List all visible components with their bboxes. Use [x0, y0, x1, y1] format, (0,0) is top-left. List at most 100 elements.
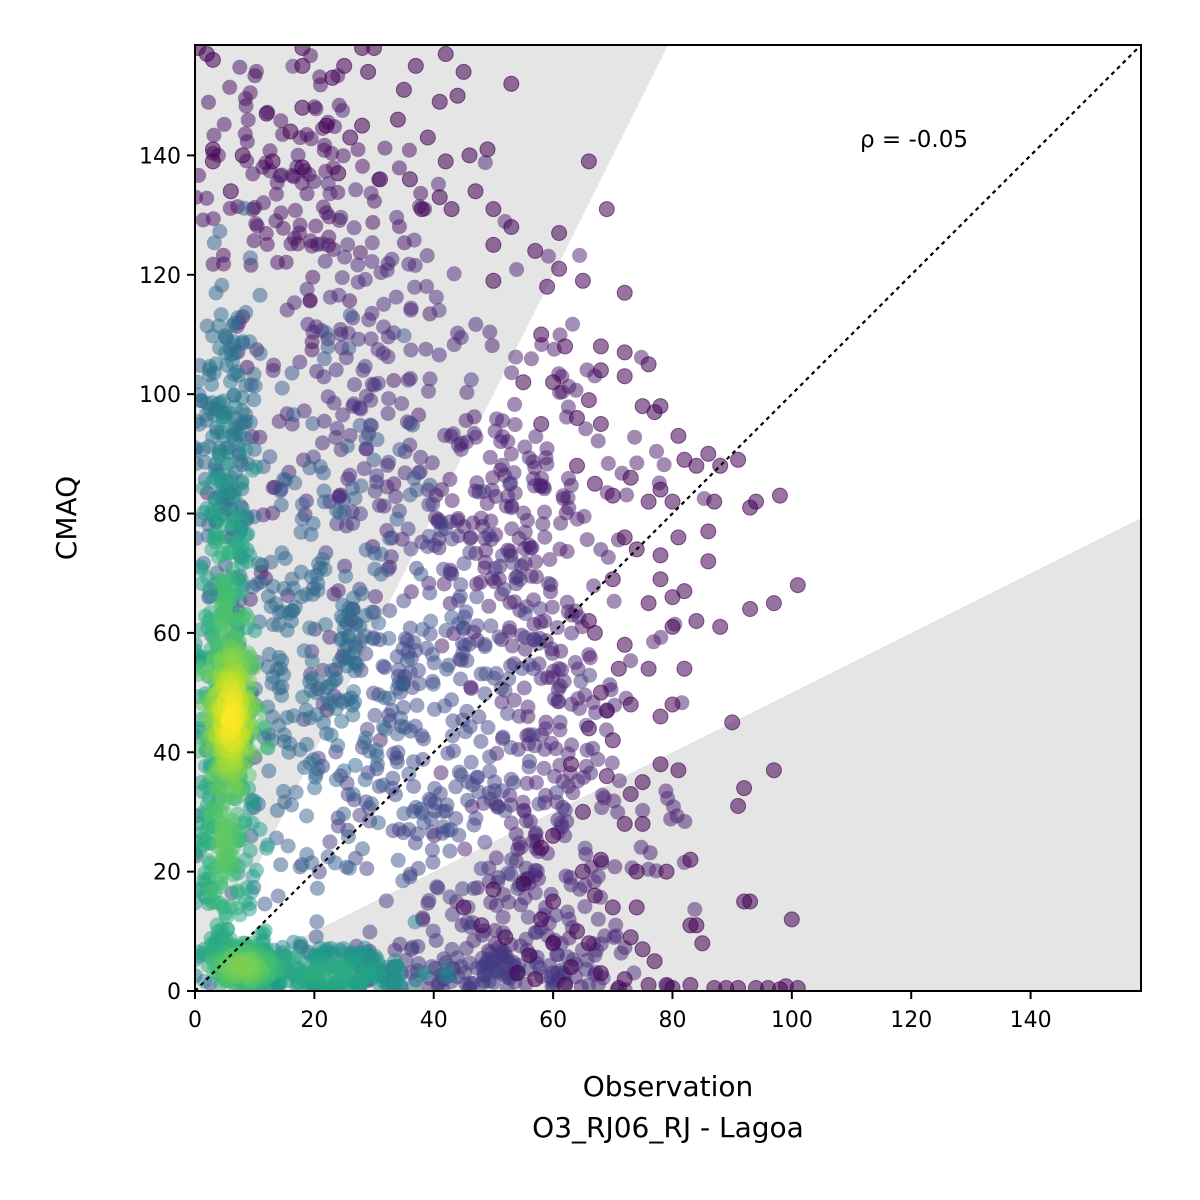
scatter-point	[533, 326, 550, 343]
scatter-point	[212, 224, 228, 239]
scatter-point	[259, 739, 275, 755]
scatter-point	[487, 560, 503, 576]
scatter-point	[320, 849, 336, 865]
scatter-point	[682, 851, 699, 868]
scatter-point	[222, 79, 238, 95]
scatter-point	[606, 593, 622, 609]
scatter-point	[354, 117, 371, 134]
scatter-point	[503, 815, 519, 831]
scatter-point	[407, 57, 424, 74]
scatter-point	[580, 153, 597, 170]
scatter-point	[317, 253, 333, 269]
scatter-point	[450, 325, 466, 341]
scatter-point	[433, 765, 449, 781]
scatter-point	[425, 854, 441, 870]
scatter-point	[388, 489, 404, 505]
scatter-point	[488, 489, 504, 504]
scatter-point	[516, 680, 532, 696]
scatter-point	[533, 477, 548, 493]
scatter-point	[390, 852, 406, 868]
scatter-point	[366, 45, 383, 56]
scatter-point	[694, 935, 711, 952]
scatter-point	[350, 142, 366, 158]
scatter-point	[455, 881, 471, 897]
scatter-point	[501, 894, 517, 910]
scatter-point	[380, 329, 396, 345]
scatter-point	[450, 592, 466, 608]
scatter-point	[381, 630, 397, 646]
scatter-point	[238, 98, 254, 114]
scatter-point	[405, 417, 420, 433]
scatter-point	[236, 200, 252, 216]
scatter-point	[329, 503, 345, 519]
scatter-point	[367, 707, 383, 723]
scatter-point	[440, 745, 456, 761]
scatter-point	[247, 68, 263, 84]
x-axis-ticks: 0 20 40 60 80 100 120 140	[188, 991, 1052, 1033]
scatter-point	[765, 595, 782, 612]
scatter-point	[419, 129, 436, 146]
scatter-point	[548, 907, 564, 923]
scatter-point	[273, 205, 289, 221]
scatter-point	[386, 373, 402, 388]
scatter-point	[688, 457, 705, 474]
scatter-point	[600, 549, 616, 565]
scatter-point	[381, 391, 397, 407]
scatter-point	[347, 490, 363, 506]
scatter-point	[425, 676, 441, 692]
scatter-point	[539, 278, 556, 295]
scatter-point	[586, 475, 603, 492]
scatter-point	[628, 899, 645, 916]
scatter-point	[730, 798, 747, 814]
scatter-point	[299, 808, 315, 824]
scatter-point	[287, 202, 303, 218]
scatter-point	[302, 620, 318, 636]
scatter-point	[371, 615, 387, 631]
scatter-point	[409, 826, 425, 842]
scatter-point	[670, 762, 687, 779]
scatter-point	[473, 574, 489, 590]
scatter-point	[401, 142, 417, 158]
scatter-point	[577, 840, 593, 856]
scatter-point	[324, 663, 340, 679]
scatter-point	[646, 634, 661, 650]
scatter-point	[463, 754, 479, 770]
scatter-point	[765, 762, 782, 779]
scatter-point	[381, 454, 397, 470]
scatter-point	[453, 652, 469, 668]
scatter-point	[261, 763, 277, 779]
scatter-point	[579, 362, 595, 378]
scatter-point	[361, 312, 377, 328]
scatter-point	[355, 158, 370, 174]
scatter-point	[579, 532, 595, 548]
scatter-point	[357, 772, 373, 788]
scatter-point	[527, 885, 543, 901]
scatter-point	[214, 789, 230, 805]
scatter-point	[292, 354, 308, 370]
scatter-point	[389, 726, 405, 742]
scatter-point	[607, 859, 623, 875]
scatter-point	[315, 199, 331, 215]
scatter-point	[370, 815, 386, 831]
scatter-point	[394, 396, 410, 412]
scatter-point	[332, 632, 348, 647]
scatter-point	[528, 429, 544, 445]
scatter-point	[396, 593, 412, 609]
scatter-point	[208, 285, 224, 301]
scatter-point	[451, 437, 466, 453]
scatter-point	[316, 494, 332, 510]
scatter-point	[444, 531, 460, 547]
scatter-point	[664, 618, 681, 635]
scatter-point	[640, 356, 657, 373]
scatter-point	[569, 923, 585, 940]
scatter-point	[421, 497, 437, 513]
scatter-point	[413, 201, 430, 218]
scatter-point	[412, 967, 428, 983]
scatter-point	[495, 731, 510, 747]
scatter-point	[628, 863, 645, 880]
scatter-point	[429, 879, 445, 895]
scatter-point	[272, 483, 288, 499]
scatter-point	[389, 209, 405, 225]
scatter-point	[563, 756, 579, 773]
scatter-point	[206, 365, 222, 381]
